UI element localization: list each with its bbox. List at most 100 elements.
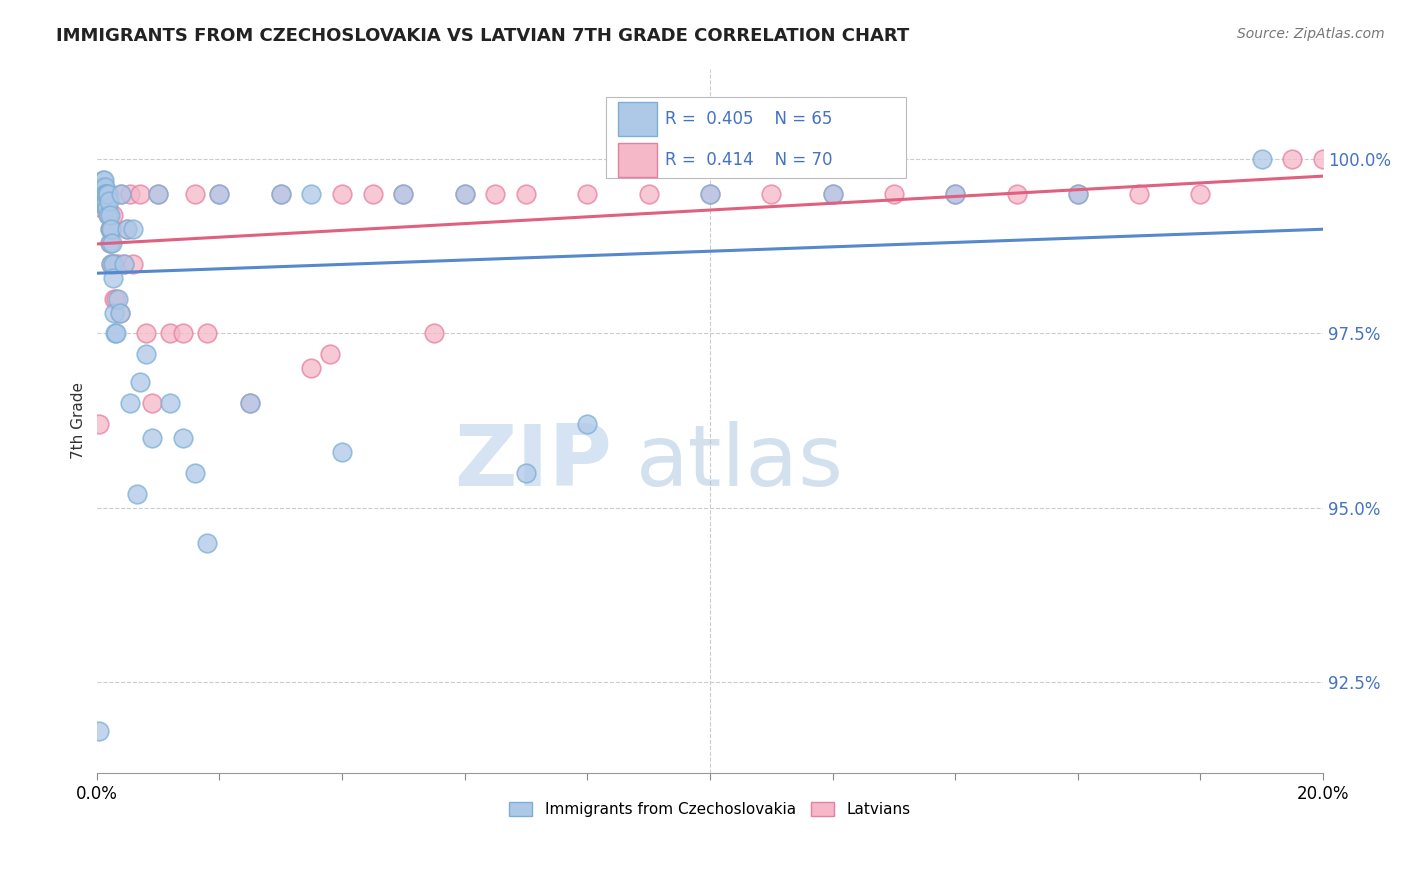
- Point: [105, 326, 128, 341]
- Point: [112, 257, 135, 271]
- Point: [97, 187, 120, 202]
- Point: [93, 187, 115, 202]
- Point: [110, 187, 132, 202]
- Point: [89, 187, 111, 202]
- Point: [91, 187, 114, 202]
- Point: [515, 466, 537, 480]
- Legend: Immigrants from Czechoslovakia, Latvians: Immigrants from Czechoslovakia, Latvians: [502, 795, 918, 825]
- Point: [103, 270, 125, 285]
- Point: [93, 187, 115, 202]
- Point: [1250, 152, 1272, 166]
- Point: [361, 187, 384, 202]
- Point: [576, 417, 599, 431]
- Point: [103, 305, 125, 319]
- Point: [270, 187, 292, 202]
- Point: [208, 187, 231, 202]
- Point: [94, 194, 117, 208]
- Point: [90, 180, 112, 194]
- Point: [392, 187, 415, 202]
- Point: [159, 326, 181, 341]
- Point: [195, 535, 218, 549]
- Y-axis label: 7th Grade: 7th Grade: [72, 382, 86, 459]
- Point: [94, 187, 117, 202]
- Point: [93, 187, 115, 202]
- Point: [330, 445, 353, 459]
- Point: [91, 180, 114, 194]
- Point: [97, 208, 120, 222]
- Point: [96, 201, 118, 215]
- Point: [87, 723, 110, 738]
- Point: [270, 187, 292, 202]
- Point: [97, 208, 120, 222]
- Point: [91, 201, 114, 215]
- Point: [110, 187, 132, 202]
- Point: [101, 257, 124, 271]
- Point: [93, 180, 115, 194]
- Point: [101, 208, 124, 222]
- Point: [299, 187, 322, 202]
- Point: [1067, 187, 1090, 202]
- Text: Source: ZipAtlas.com: Source: ZipAtlas.com: [1237, 27, 1385, 41]
- Text: IMMIGRANTS FROM CZECHOSLOVAKIA VS LATVIAN 7TH GRADE CORRELATION CHART: IMMIGRANTS FROM CZECHOSLOVAKIA VS LATVIA…: [56, 27, 910, 45]
- Point: [93, 194, 115, 208]
- Point: [107, 257, 129, 271]
- Point: [94, 194, 117, 208]
- Point: [93, 187, 115, 202]
- Point: [184, 466, 207, 480]
- Point: [90, 187, 112, 202]
- Point: [208, 187, 231, 202]
- Point: [100, 257, 122, 271]
- Point: [94, 187, 117, 202]
- Point: [141, 431, 163, 445]
- Text: R =  0.414    N = 70: R = 0.414 N = 70: [665, 151, 832, 169]
- Point: [318, 347, 340, 361]
- Point: [112, 257, 135, 271]
- Point: [1189, 187, 1212, 202]
- Point: [943, 187, 966, 202]
- Point: [330, 187, 353, 202]
- Point: [104, 257, 127, 271]
- Point: [122, 257, 145, 271]
- Point: [89, 187, 111, 202]
- Point: [135, 326, 157, 341]
- Point: [515, 187, 537, 202]
- Point: [195, 326, 218, 341]
- FancyBboxPatch shape: [617, 143, 657, 177]
- Point: [159, 396, 181, 410]
- Point: [97, 201, 120, 215]
- Point: [91, 194, 114, 208]
- Point: [117, 222, 139, 236]
- Point: [108, 305, 131, 319]
- Point: [239, 396, 262, 410]
- Point: [100, 222, 122, 236]
- Point: [103, 292, 125, 306]
- Point: [107, 292, 129, 306]
- Point: [90, 187, 112, 202]
- Point: [1005, 187, 1028, 202]
- Point: [93, 187, 115, 202]
- Point: [101, 222, 124, 236]
- Point: [943, 187, 966, 202]
- Point: [699, 187, 721, 202]
- Text: ZIP: ZIP: [454, 421, 612, 504]
- Point: [98, 222, 121, 236]
- Point: [98, 235, 121, 250]
- Point: [172, 326, 194, 341]
- Point: [484, 187, 506, 202]
- Point: [141, 396, 163, 410]
- Point: [172, 431, 194, 445]
- Point: [883, 187, 905, 202]
- Point: [299, 361, 322, 376]
- Point: [120, 396, 142, 410]
- Point: [120, 187, 142, 202]
- Point: [96, 187, 118, 202]
- Point: [93, 180, 115, 194]
- Point: [94, 187, 117, 202]
- Point: [87, 417, 110, 431]
- Point: [146, 187, 169, 202]
- Point: [101, 235, 124, 250]
- Point: [98, 235, 121, 250]
- Point: [453, 187, 475, 202]
- Point: [96, 194, 118, 208]
- Point: [96, 194, 118, 208]
